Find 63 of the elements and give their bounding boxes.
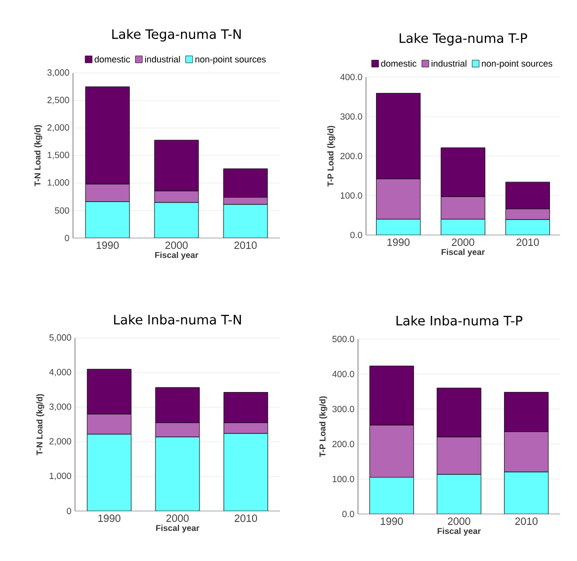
- y-tick-label: 200.0: [332, 440, 354, 448]
- y-tick-label: 3,000: [49, 404, 72, 411]
- x-tick-label: 2010: [516, 238, 539, 246]
- y-tick-label: 400.0: [340, 74, 362, 80]
- chart-title: Lake Tega-numa T-P: [400, 32, 528, 46]
- x-axis-title: Fiscal year: [442, 248, 485, 257]
- legend-label: non-point sources: [195, 56, 266, 64]
- x-tick-label: 2010: [515, 518, 538, 525]
- x-tick-label: 1990: [388, 238, 410, 246]
- y-tick-label: 300.0: [332, 406, 354, 412]
- y-tick-label: 1,500: [48, 152, 70, 160]
- x-tick-label: 1990: [96, 242, 119, 249]
- y-tick-label: 5,000: [49, 334, 72, 342]
- y-tick-label: 3,000: [47, 69, 70, 77]
- y-tick-label: 1,000: [50, 472, 72, 480]
- y-tick-label: 2,000: [49, 438, 72, 446]
- y-axis-title: T-N Load (kg/d): [34, 125, 42, 186]
- y-tick-label: 100.0: [332, 476, 354, 482]
- y-tick-label: 100.0: [340, 192, 362, 199]
- bar: [436, 474, 482, 514]
- y-tick-label: 2,500: [47, 96, 70, 104]
- x-tick-label: 2000: [452, 238, 474, 246]
- y-axis-title: T-P Load (kg/d): [327, 126, 336, 186]
- y-tick-label: 4,000: [49, 368, 72, 376]
- bar: [86, 434, 132, 512]
- legend-label: non-point sources: [482, 60, 552, 68]
- x-tick-label: 2000: [448, 518, 470, 525]
- bar: [505, 219, 550, 236]
- y-axis-title: T-N Load (kg/d): [36, 394, 44, 456]
- x-tick-label: 2000: [166, 514, 189, 522]
- legend-label: industrial: [145, 56, 180, 62]
- x-axis-title: Fiscal year: [438, 528, 481, 536]
- y-tick-label: 200.0: [340, 152, 362, 160]
- legend-label: domestic: [381, 60, 416, 67]
- x-tick-label: 1990: [380, 518, 403, 525]
- y-tick-label: 500: [54, 207, 70, 214]
- x-tick-label: 2010: [234, 514, 258, 522]
- bar: [376, 218, 421, 236]
- legend-label: industrial: [432, 60, 466, 67]
- y-axis-title: T-P Load (kg/d): [319, 396, 328, 457]
- bar: [369, 477, 414, 514]
- chart-title: Lake Tega-numa T-N: [112, 28, 241, 42]
- x-tick-label: 1990: [98, 514, 120, 522]
- bar: [440, 218, 486, 236]
- x-tick-label: 2000: [165, 242, 188, 249]
- y-tick-label: 500.0: [332, 336, 354, 342]
- y-tick-label: 0: [66, 508, 72, 514]
- x-tick-label: 2010: [234, 242, 257, 249]
- x-axis-title: Fiscal year: [156, 524, 200, 533]
- y-tick-label: 300.0: [340, 113, 362, 120]
- x-axis-title: Fiscal year: [155, 252, 198, 260]
- bar: [224, 433, 268, 512]
- chart-title: Lake Inba-numa T-P: [396, 315, 522, 326]
- y-tick-label: 0: [64, 234, 70, 242]
- y-tick-label: 0.0: [342, 510, 354, 518]
- chart-title: Lake Inba-numa T-N: [114, 314, 241, 325]
- legend-label: domestic: [94, 56, 130, 62]
- y-tick-label: 1,000: [48, 179, 70, 187]
- bar: [504, 472, 549, 514]
- y-tick-label: 0.0: [350, 232, 362, 238]
- y-tick-label: 400.0: [332, 370, 354, 378]
- y-tick-label: 2,000: [47, 124, 70, 132]
- bar: [155, 436, 200, 512]
